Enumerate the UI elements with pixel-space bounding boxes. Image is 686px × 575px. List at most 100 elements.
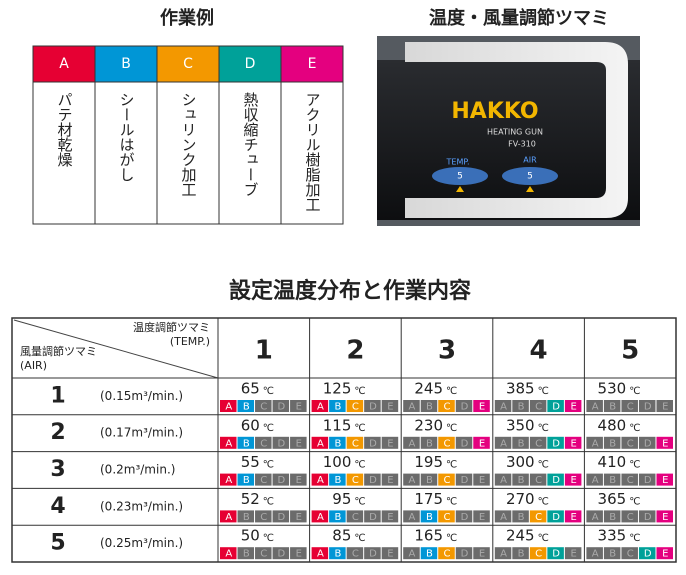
unit: ℃: [629, 460, 640, 471]
badge-letter: A: [409, 475, 416, 486]
air-level: 3: [50, 457, 65, 482]
badge: [547, 510, 564, 523]
badge-letter: E: [479, 402, 485, 413]
badge: [311, 436, 329, 449]
badge-letter: A: [500, 402, 507, 413]
badge-letter: E: [479, 512, 485, 523]
temp-level: 2: [346, 336, 364, 366]
badge: [512, 436, 529, 449]
badge: [473, 547, 490, 560]
badge-letter: E: [296, 438, 302, 449]
badge: [255, 400, 272, 412]
badge-letter: B: [609, 402, 616, 413]
badge-letter: D: [644, 475, 652, 486]
badge: [220, 436, 237, 449]
unit: ℃: [446, 496, 457, 507]
temperature: 100: [323, 453, 352, 471]
badge: [494, 473, 512, 486]
badge-letter: C: [535, 512, 542, 523]
badge: [272, 473, 290, 486]
badge: [656, 473, 673, 486]
badge: [364, 547, 381, 560]
badge: [420, 510, 438, 523]
badge: [364, 400, 381, 412]
unit: ℃: [354, 386, 365, 397]
badge-letter: D: [369, 438, 377, 449]
badge-letter: D: [369, 512, 377, 523]
badge-letter: E: [570, 512, 576, 523]
unit: ℃: [263, 533, 274, 544]
badge: [364, 436, 381, 449]
section-title: 設定温度分布と作業内容: [229, 278, 471, 304]
temperature: 60: [241, 416, 260, 434]
temperature: 195: [414, 453, 443, 471]
badge: [255, 473, 272, 486]
badge-letter: D: [277, 512, 285, 523]
temperature: 300: [506, 453, 535, 471]
badge: [290, 510, 307, 523]
badge: [621, 400, 638, 412]
badge-letter: A: [409, 549, 416, 560]
work-item: アクリル樹脂加工: [304, 92, 322, 212]
badge: [346, 436, 364, 449]
table-frame: [11, 317, 677, 563]
badge: [329, 473, 346, 486]
air-level: 1: [50, 383, 65, 408]
badge: [364, 510, 381, 523]
badge-letter: C: [352, 549, 359, 560]
badge-letter: C: [535, 438, 542, 449]
badge: [547, 400, 564, 412]
temperature: 245: [414, 380, 443, 398]
badge-letter: C: [260, 475, 267, 486]
badge: [237, 400, 255, 412]
badge-letter: A: [500, 475, 507, 486]
badge-letter: E: [479, 475, 485, 486]
header-letter: A: [59, 56, 69, 72]
badge-letter: B: [518, 512, 525, 523]
badge-letter: C: [260, 438, 267, 449]
badge: [220, 510, 237, 523]
unit: ℃: [354, 460, 365, 471]
cell: [32, 81, 96, 225]
cell: [94, 81, 158, 225]
brand: HAKKO: [451, 99, 538, 124]
badge: [290, 436, 307, 449]
badge-letter: A: [592, 402, 599, 413]
badge-letter: B: [518, 402, 525, 413]
bracket: [405, 42, 628, 218]
unit: ℃: [446, 423, 457, 434]
airflow: (0.15m³/min.): [100, 389, 183, 403]
badge: [403, 436, 420, 449]
temperature: 365: [598, 490, 627, 508]
badge: [586, 510, 603, 523]
badge-letter: C: [444, 549, 451, 560]
temp-level: 4: [530, 336, 548, 366]
badge: [420, 473, 438, 486]
work-item: パテ材乾燥: [56, 92, 74, 167]
badge-letter: A: [225, 475, 232, 486]
unit: ℃: [538, 460, 549, 471]
badge: [237, 473, 255, 486]
badge-letter: B: [609, 549, 616, 560]
badge: [220, 473, 237, 486]
badge-letter: B: [518, 475, 525, 486]
unit: ℃: [354, 496, 365, 507]
badge: [403, 547, 420, 560]
temperature: 165: [414, 527, 443, 545]
badge-letter: B: [518, 549, 525, 560]
badge-letter: C: [627, 402, 634, 413]
badge-letter: D: [644, 402, 652, 413]
badge: [529, 510, 547, 523]
badge-letter: E: [570, 549, 576, 560]
temperature: 530: [598, 380, 627, 398]
badge-letter: A: [592, 438, 599, 449]
unit: ℃: [538, 533, 549, 544]
badge: [529, 436, 547, 449]
cell: [218, 81, 282, 225]
badge-letter: D: [461, 512, 469, 523]
badge: [547, 473, 564, 486]
badge-letter: C: [444, 402, 451, 413]
temperature: 50: [241, 527, 260, 545]
unit: ℃: [263, 386, 274, 397]
badge: [586, 473, 603, 486]
